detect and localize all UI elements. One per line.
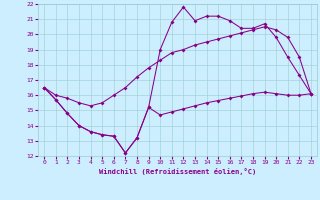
X-axis label: Windchill (Refroidissement éolien,°C): Windchill (Refroidissement éolien,°C) — [99, 168, 256, 175]
